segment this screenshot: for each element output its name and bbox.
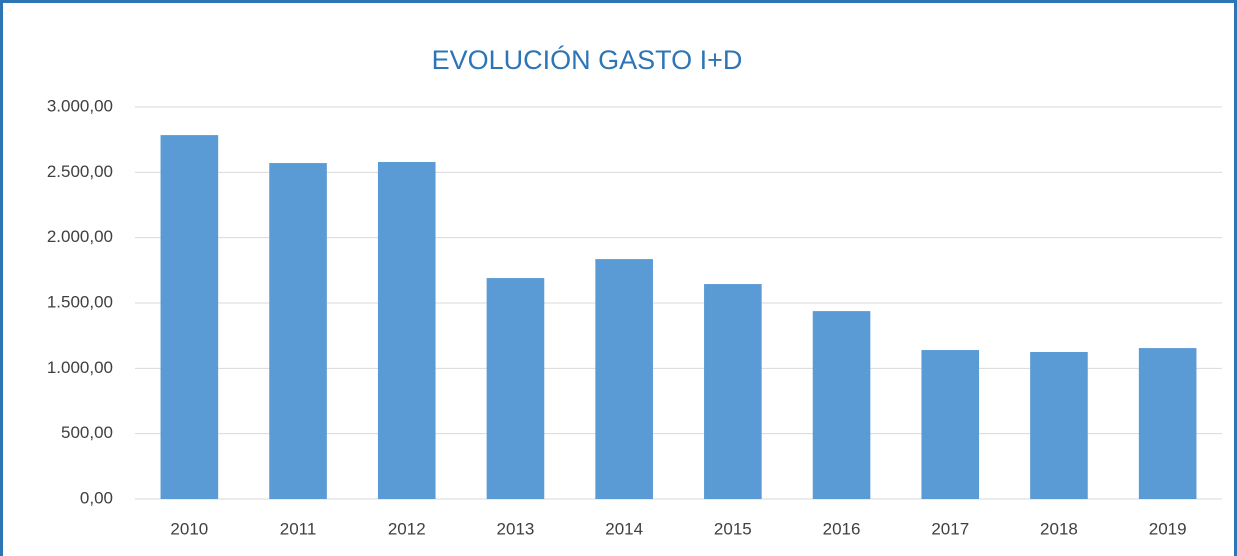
x-tick-label: 2010 xyxy=(170,519,208,538)
y-tick-label: 2.500,00 xyxy=(47,162,113,181)
x-tick-label: 2016 xyxy=(823,519,861,538)
x-tick-label: 2014 xyxy=(605,519,643,538)
bar xyxy=(486,278,545,499)
chart-title: EVOLUCIÓN GASTO I+D xyxy=(432,44,743,75)
bar xyxy=(377,162,436,499)
bar xyxy=(269,163,327,499)
x-tick-label: 2011 xyxy=(280,519,317,538)
y-tick-label: 3.000,00 xyxy=(47,96,113,115)
y-tick-label: 2.000,00 xyxy=(47,227,113,246)
bar xyxy=(595,259,653,499)
y-tick-label: 1.000,00 xyxy=(47,358,113,377)
y-tick-label: 500,00 xyxy=(61,423,113,442)
bar xyxy=(812,311,871,499)
x-tick-label: 2018 xyxy=(1040,519,1078,538)
bar xyxy=(1138,348,1197,499)
bar xyxy=(704,284,762,499)
x-tick-label: 2015 xyxy=(714,519,752,538)
bar xyxy=(921,350,980,499)
y-tick-label: 1.500,00 xyxy=(47,292,113,311)
bar xyxy=(160,135,219,500)
x-tick-label: 2019 xyxy=(1149,519,1187,538)
x-tick-label: 2013 xyxy=(497,519,535,538)
y-tick-label: 0,00 xyxy=(80,488,113,507)
bar xyxy=(1030,352,1088,499)
x-tick-label: 2017 xyxy=(931,519,969,538)
x-tick-label: 2012 xyxy=(388,519,426,538)
